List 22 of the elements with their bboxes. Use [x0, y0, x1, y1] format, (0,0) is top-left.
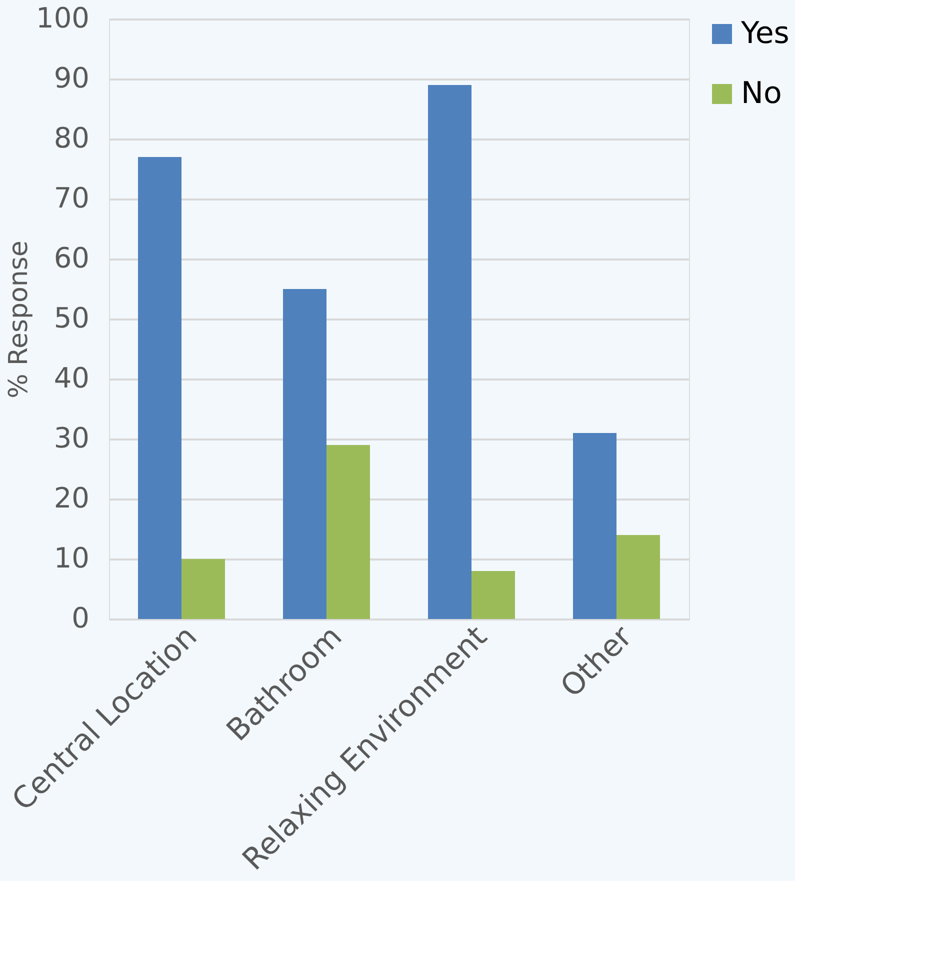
- bar: [326, 445, 370, 619]
- y-tick-label: 80: [54, 122, 90, 154]
- y-tick-label: 20: [54, 482, 90, 514]
- y-tick-label: 40: [54, 362, 90, 394]
- bar: [616, 535, 660, 619]
- legend-label: Yes: [740, 16, 790, 51]
- legend-label: No: [741, 76, 782, 111]
- bar: [428, 85, 472, 619]
- bar: [182, 559, 225, 619]
- y-tick-label: 50: [54, 302, 90, 334]
- y-tick-label: 10: [54, 542, 90, 574]
- y-tick-label: 0: [72, 602, 90, 634]
- y-axis-title: % Response: [4, 240, 34, 398]
- bar: [138, 157, 182, 619]
- bar: [283, 289, 326, 619]
- y-tick-label: 70: [54, 182, 90, 214]
- y-tick-label: 90: [54, 62, 90, 94]
- y-tick-label: 100: [36, 2, 90, 34]
- bar: [472, 571, 515, 619]
- bar: [573, 433, 616, 619]
- y-tick-label: 60: [54, 242, 90, 274]
- y-tick-label: 30: [54, 422, 90, 454]
